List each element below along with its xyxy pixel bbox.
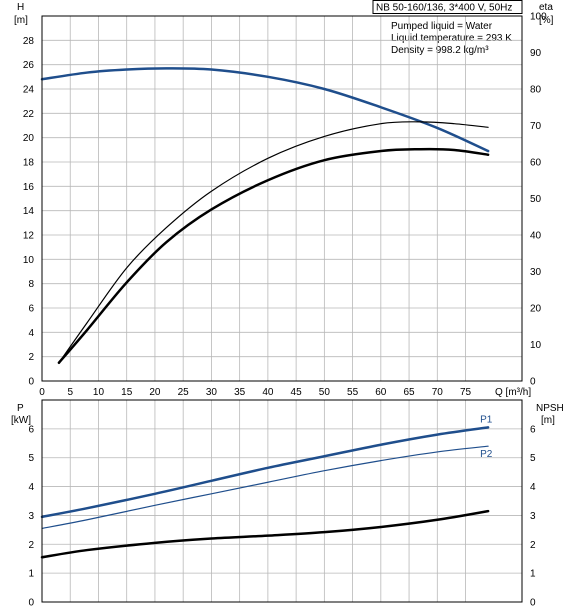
head-efficiency-frame xyxy=(41,15,523,382)
head-tick-label: 4 xyxy=(28,328,34,339)
npsh-tick-label: 0 xyxy=(530,598,536,609)
power-tick-label: 2 xyxy=(28,540,34,551)
info-box-title-frame xyxy=(372,0,523,14)
power-p1-curve xyxy=(40,426,490,519)
power-npsh-tick-labels: 0 1 2 3 4 5 6 0 1 2 3 4 5 6 xyxy=(28,424,536,608)
flow-tick-label: 50 xyxy=(319,387,331,398)
power-p2-curve xyxy=(41,445,489,530)
power-tick-label: 3 xyxy=(28,511,34,522)
info-box: NB 50-160/136, 3*400 V, 50Hz Pumped liqu… xyxy=(372,0,523,56)
eta-tick-label: 30 xyxy=(530,267,542,278)
head-tick-label: 24 xyxy=(23,85,35,96)
flow-tick-label: 25 xyxy=(178,387,190,398)
power-tick-label: 4 xyxy=(28,482,34,493)
eta-tick-label: 70 xyxy=(530,121,542,132)
head-tick-label: 20 xyxy=(23,133,35,144)
head-efficiency-tick-labels: 0 5 10 15 20 25 30 35 40 45 50 55 60 65 70 750246810121… xyxy=(23,12,547,399)
flow-tick-label: 15 xyxy=(121,387,133,398)
eta-tick-label: 50 xyxy=(530,194,542,205)
head-axis-unit: [m] xyxy=(14,15,28,26)
head-efficiency-grid xyxy=(42,16,522,381)
eta-tick-label: 40 xyxy=(530,231,542,242)
power-npsh-grid xyxy=(42,400,522,602)
head-tick-label: 10 xyxy=(23,255,35,266)
flow-tick-label: 70 xyxy=(432,387,444,398)
head-tick-label: 8 xyxy=(28,279,34,290)
series-label-p1: P1 xyxy=(480,414,493,425)
flow-tick-label: 55 xyxy=(347,387,359,398)
head-efficiency-series xyxy=(40,67,490,364)
flow-tick-label: 45 xyxy=(291,387,303,398)
power-axis-unit: [kW] xyxy=(11,415,31,426)
power-npsh-panel: 0 1 2 3 4 5 6 0 1 2 3 4 5 6 P1 P2 xyxy=(28,399,536,609)
power-npsh-frame xyxy=(41,399,523,603)
flow-tick-label: 60 xyxy=(375,387,387,398)
head-tick-label: 16 xyxy=(23,182,35,193)
npsh-tick-label: 4 xyxy=(530,482,536,493)
flow-tick-label: 75 xyxy=(460,387,472,398)
npsh-tick-label: 3 xyxy=(530,511,536,522)
power-npsh-series: P1 P2 xyxy=(40,414,493,559)
flow-tick-label: 10 xyxy=(93,387,105,398)
power-tick-label: 6 xyxy=(28,424,34,435)
head-tick-label: 28 xyxy=(23,36,35,47)
npsh-curve xyxy=(40,509,490,559)
series-label-p2: P2 xyxy=(480,449,493,460)
eta-tick-label: 100 xyxy=(530,12,547,23)
head-tick-label: 0 xyxy=(28,377,34,388)
flow-tick-label: 35 xyxy=(234,387,246,398)
power-tick-label: 5 xyxy=(28,453,34,464)
info-line-temperature: Liquid temperature = 293 K xyxy=(391,33,512,44)
eta-tick-label: 80 xyxy=(530,85,542,96)
flow-tick-label: 0 xyxy=(39,387,45,398)
power-axis-symbol: P xyxy=(17,403,24,414)
info-line-liquid: Pumped liquid = Water xyxy=(391,21,493,32)
eta-tick-label: 60 xyxy=(530,158,542,169)
flow-tick-label: 40 xyxy=(262,387,274,398)
head-tick-label: 2 xyxy=(28,352,34,363)
flow-tick-label: 5 xyxy=(67,387,73,398)
head-efficiency-panel: 0 5 10 15 20 25 30 35 40 45 50 55 60 65 70 750246810121… xyxy=(23,12,547,399)
power-tick-label: 1 xyxy=(28,569,34,580)
eta-tick-label: 90 xyxy=(530,48,542,59)
eta-axis-unit: [%] xyxy=(539,15,554,26)
efficiency-curve-1 xyxy=(58,121,489,364)
eta-tick-label: 20 xyxy=(530,304,542,315)
head-tick-label: 22 xyxy=(23,109,35,120)
info-line-density: Density = 998.2 kg/m³ xyxy=(391,45,489,56)
flow-axis-label: Q [m³/h] xyxy=(495,387,531,398)
npsh-tick-label: 1 xyxy=(530,569,536,580)
flow-tick-label: 65 xyxy=(403,387,415,398)
head-tick-label: 26 xyxy=(23,60,35,71)
eta-tick-label: 10 xyxy=(530,340,542,351)
eta-axis-symbol: eta xyxy=(539,2,553,13)
efficiency-curve-2 xyxy=(57,147,490,364)
flow-tick-label: 30 xyxy=(206,387,218,398)
head-tick-label: 6 xyxy=(28,304,34,315)
flow-tick-label: 20 xyxy=(149,387,161,398)
npsh-axis-unit: [m] xyxy=(541,415,555,426)
npsh-tick-label: 6 xyxy=(530,424,536,435)
head-tick-label: 12 xyxy=(23,231,35,242)
head-tick-label: 18 xyxy=(23,158,35,169)
npsh-axis-symbol: NPSH xyxy=(536,403,564,414)
power-tick-label: 0 xyxy=(28,598,34,609)
head-axis-symbol: H xyxy=(17,2,24,13)
head-tick-label: 14 xyxy=(23,206,35,217)
head-curve xyxy=(40,67,490,153)
info-box-title: NB 50-160/136, 3*400 V, 50Hz xyxy=(376,3,512,14)
eta-tick-label: 0 xyxy=(530,377,536,388)
npsh-tick-label: 5 xyxy=(530,453,536,464)
npsh-tick-label: 2 xyxy=(530,540,536,551)
